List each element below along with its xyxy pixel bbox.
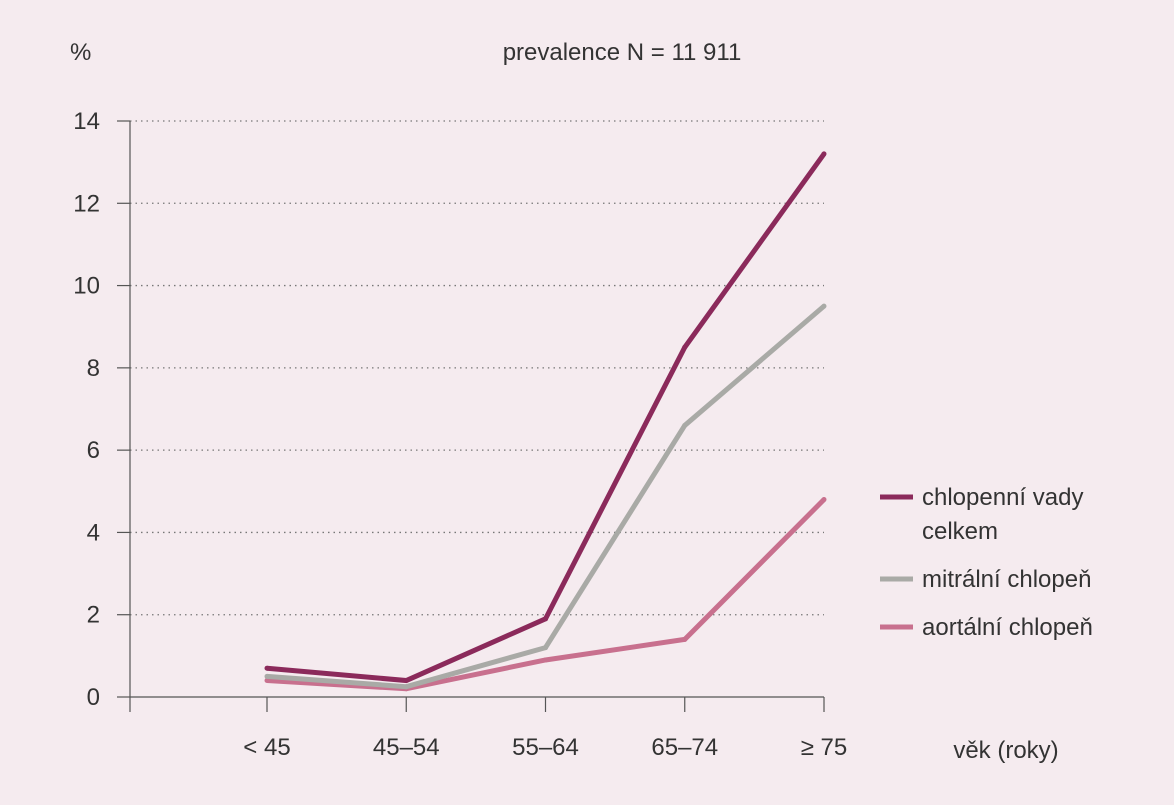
data-point <box>821 303 827 309</box>
data-point <box>543 657 548 663</box>
y-tick-label: 0 <box>87 684 100 711</box>
series-line-0 <box>266 152 827 684</box>
data-point <box>682 344 688 350</box>
y-tick-label: 10 <box>73 273 100 300</box>
data-point <box>682 636 688 642</box>
legend-label: chlopenní vady <box>922 484 1083 511</box>
y-tick-label: 4 <box>87 519 100 546</box>
data-point <box>682 422 688 428</box>
y-tick-label: 6 <box>87 437 100 464</box>
x-tick-label: < 45 <box>243 734 290 761</box>
gridlines <box>130 120 824 616</box>
x-tick-label: 55–64 <box>512 734 579 761</box>
data-point <box>543 616 548 622</box>
data-point <box>264 678 270 684</box>
axes: 0 2 4 6 8 10 12 14 < 45 45–54 55–64 65–74 ≥ 75 <box>73 108 847 761</box>
series-lines <box>264 151 827 692</box>
data-point <box>264 673 270 679</box>
x-tick-label: 65–74 <box>651 734 718 761</box>
legend: chlopenní vady celkem mitrální chlopeň aort… <box>880 484 1093 641</box>
data-point <box>821 151 827 157</box>
y-tick-label: 14 <box>73 108 100 135</box>
x-tick-label: 45–54 <box>373 734 440 761</box>
data-point <box>403 678 409 684</box>
legend-label: mitrální chlopeň <box>922 566 1091 593</box>
data-point <box>821 497 827 503</box>
y-tick-label: 2 <box>87 602 100 629</box>
data-point <box>543 645 548 651</box>
y-axis-label: % <box>70 39 91 66</box>
data-point <box>403 684 409 690</box>
x-axis-label: věk (roky) <box>953 737 1058 764</box>
x-tick-label: ≥ 75 <box>801 734 848 761</box>
legend-label: celkem <box>922 518 998 545</box>
series-line-1 <box>266 304 826 690</box>
chart-title: prevalence N = 11 911 <box>503 39 742 66</box>
y-tick-label: 8 <box>87 355 100 382</box>
legend-label: aortální chlopeň <box>922 614 1093 641</box>
y-tick-label: 12 <box>73 190 100 217</box>
data-point <box>264 665 270 671</box>
